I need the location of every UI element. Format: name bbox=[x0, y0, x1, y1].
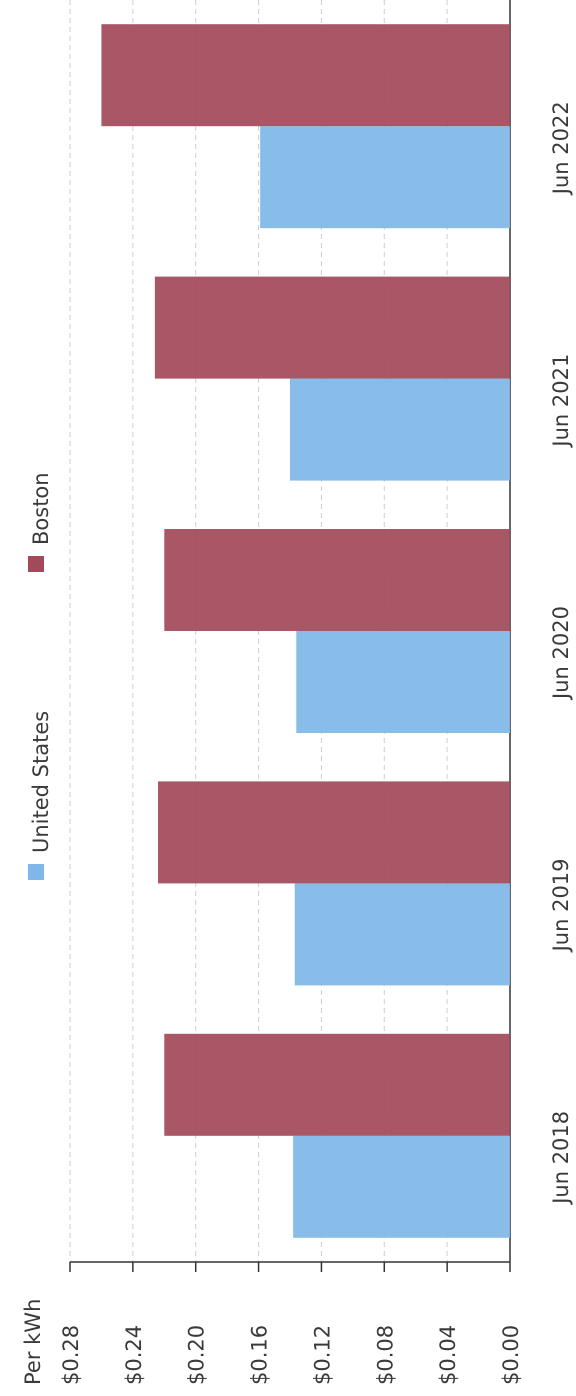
axis-title: Per kWh bbox=[21, 1299, 45, 1385]
value-tick-label: $0.20 bbox=[185, 1325, 209, 1385]
bar-united-states bbox=[260, 126, 510, 229]
value-tick-label: $0.12 bbox=[310, 1325, 334, 1385]
value-tick-label: $0.24 bbox=[122, 1325, 146, 1385]
bar-boston bbox=[164, 529, 511, 631]
bar-united-states bbox=[290, 378, 510, 481]
bar-united-states bbox=[296, 631, 510, 733]
bar-boston bbox=[154, 276, 510, 379]
bar-boston bbox=[101, 24, 510, 127]
plot-area: $0.00 $0.04 $0.08 $0.12 $0.16 $0.20 $0.24 $0.28… bbox=[21, 0, 573, 1385]
value-tick-label: $0.00 bbox=[499, 1325, 523, 1385]
legend-label: Boston bbox=[29, 472, 53, 545]
bar-boston bbox=[164, 1033, 511, 1136]
value-tick-label: $0.16 bbox=[248, 1325, 272, 1385]
legend-label: United States bbox=[29, 711, 53, 853]
category-tick-label: Jun 2022 bbox=[549, 101, 573, 196]
bar-united-states bbox=[293, 1135, 510, 1238]
category-tick-label: Jun 2019 bbox=[549, 858, 573, 953]
bar-boston bbox=[158, 781, 510, 884]
bar-united-states bbox=[294, 883, 510, 986]
legend-swatch-boston bbox=[28, 556, 44, 572]
category-tick-label: Jun 2021 bbox=[549, 354, 573, 449]
value-tick-label: $0.28 bbox=[59, 1325, 83, 1385]
value-tick-label: $0.08 bbox=[373, 1325, 397, 1385]
value-tick-label: $0.04 bbox=[436, 1325, 460, 1385]
legend-swatch-united-states bbox=[28, 864, 44, 880]
category-tick-label: Jun 2018 bbox=[549, 1111, 573, 1206]
category-tick-label: Jun 2020 bbox=[549, 606, 573, 701]
